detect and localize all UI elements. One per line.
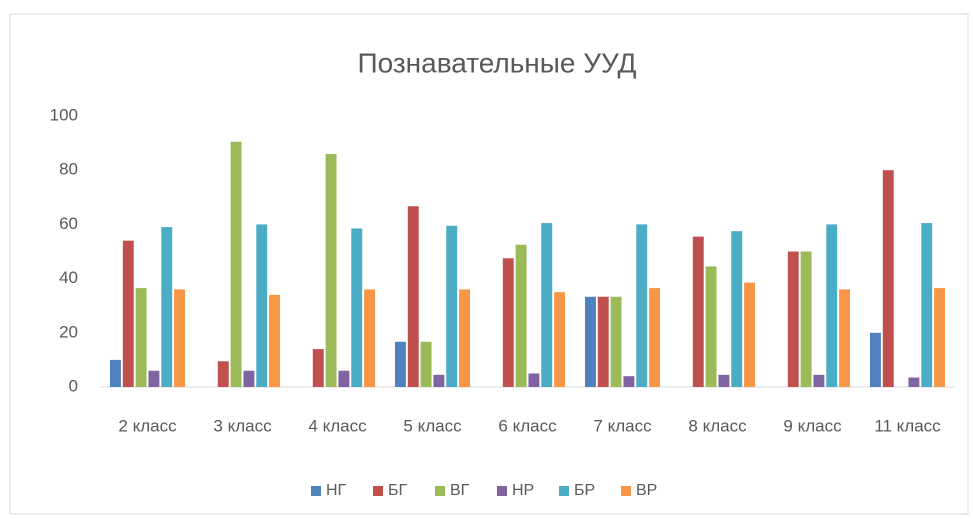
legend-label: ВР [636,482,657,499]
y-tick-label: 20 [59,322,78,341]
bar [256,224,268,387]
bar [394,341,406,387]
bar [161,227,173,387]
bar [109,359,121,387]
bar [502,258,514,387]
bar [312,349,324,387]
bar [744,282,756,387]
bar [692,236,704,387]
bar [813,374,825,387]
bar [554,292,566,387]
bar [407,206,419,387]
bar [921,223,933,387]
bar [610,296,622,387]
bar [351,228,363,387]
y-tick-label: 80 [59,160,78,179]
bar [433,374,445,387]
bar [459,289,471,387]
chart-title: Познавательные УУД [357,47,636,78]
x-tick-label: 11 класс [874,416,941,435]
legend-label: БР [574,482,595,499]
x-tick-label: 8 класс [688,416,747,435]
bar [718,374,730,387]
bar [623,376,635,387]
bar [135,288,147,387]
chart-border [9,13,969,515]
legend-swatch [311,486,321,496]
y-tick-label: 40 [59,268,78,287]
bar [787,251,799,387]
x-tick-label: 7 класс [593,416,652,435]
bar [325,153,337,387]
bar [869,332,881,387]
bar [515,244,527,387]
bar [649,288,661,387]
bar [446,225,458,387]
legend-label: НГ [326,482,347,499]
bar [338,370,350,387]
bar [908,377,920,387]
legend-label: НР [512,482,534,499]
y-tick-label: 0 [69,376,78,395]
bar [839,289,851,387]
legend-swatch [373,486,383,496]
bar [148,370,160,387]
bar [364,289,376,387]
bar [934,288,946,387]
x-tick-label: 3 класс [213,416,272,435]
legend-swatch [559,486,569,496]
x-tick-label: 9 класс [783,416,842,435]
x-tick-label: 5 класс [403,416,462,435]
legend-swatch [621,486,631,496]
bar [731,231,743,387]
bar [528,373,540,387]
bar [826,224,838,387]
legend-label: БГ [388,482,408,499]
bar [636,224,648,387]
bar [882,170,894,387]
x-tick-label: 6 класс [498,416,557,435]
bar [420,341,432,387]
bar [800,251,812,387]
bar [269,294,281,387]
bar [243,370,255,387]
legend-label: ВГ [450,482,470,499]
bar [217,361,229,387]
y-tick-label: 60 [59,214,78,233]
bar [705,266,717,387]
x-tick-label: 4 класс [308,416,367,435]
bar [122,240,134,387]
bar [230,141,242,387]
x-tick-label: 2 класс [118,416,177,435]
legend-swatch [435,486,445,496]
bar [174,289,186,387]
bar [584,296,596,387]
bar [541,223,553,387]
y-tick-label: 100 [50,105,78,124]
legend-swatch [497,486,507,496]
bar [597,296,609,387]
